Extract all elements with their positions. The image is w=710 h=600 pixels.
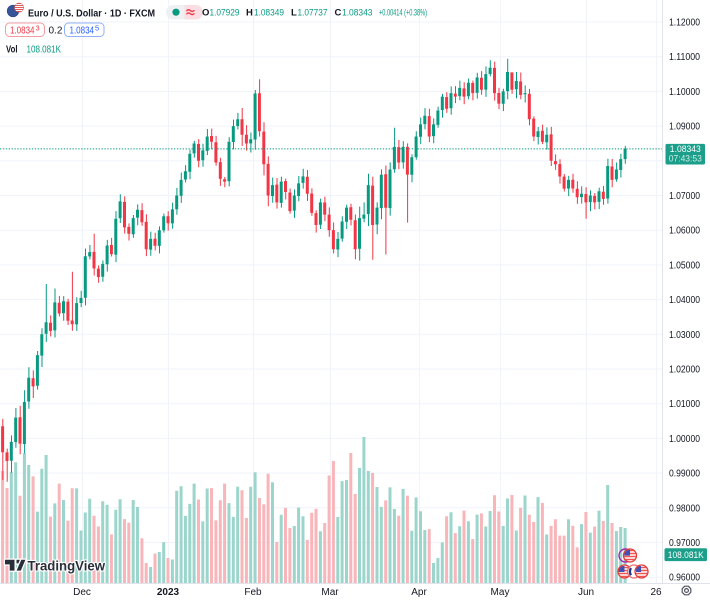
svg-text:Vol: Vol xyxy=(6,44,18,55)
svg-text:3: 3 xyxy=(36,23,40,32)
svg-text:1.0834: 1.0834 xyxy=(10,25,35,36)
svg-text:07:43:53: 07:43:53 xyxy=(669,154,702,164)
svg-text:108.081K: 108.081K xyxy=(27,44,62,55)
svg-text:1.00000: 1.00000 xyxy=(669,434,700,445)
svg-text:0.98000: 0.98000 xyxy=(669,503,700,514)
svg-text:0.99000: 0.99000 xyxy=(669,469,700,480)
svg-text:2023: 2023 xyxy=(157,587,180,598)
svg-text:C: C xyxy=(335,7,342,18)
svg-text:0.2: 0.2 xyxy=(49,25,63,36)
svg-text:May: May xyxy=(491,587,510,598)
svg-text:O: O xyxy=(202,7,209,18)
svg-text:0.97000: 0.97000 xyxy=(669,538,700,549)
svg-text:Euro / U.S. Dollar · 1D · FXCM: Euro / U.S. Dollar · 1D · FXCM xyxy=(28,7,155,19)
svg-text:1.08343: 1.08343 xyxy=(342,7,373,18)
svg-text:108.081K: 108.081K xyxy=(668,550,704,560)
svg-text:+0.00414 (+0.38%): +0.00414 (+0.38%) xyxy=(379,7,427,18)
svg-text:Mar: Mar xyxy=(321,587,339,598)
svg-text:1.09000: 1.09000 xyxy=(669,122,700,133)
svg-text:1.04000: 1.04000 xyxy=(669,295,700,306)
svg-text:1.02000: 1.02000 xyxy=(669,365,700,376)
svg-text:Feb: Feb xyxy=(244,587,262,598)
svg-text:1.06000: 1.06000 xyxy=(669,226,700,237)
svg-text:1.07737: 1.07737 xyxy=(298,7,328,18)
svg-text:L: L xyxy=(291,7,297,18)
svg-text:1.10000: 1.10000 xyxy=(669,87,700,98)
svg-text:1.11000: 1.11000 xyxy=(669,52,700,63)
svg-text:1.12000: 1.12000 xyxy=(669,18,700,29)
svg-text:1.08343: 1.08343 xyxy=(670,144,701,154)
svg-text:1.05000: 1.05000 xyxy=(669,260,700,271)
svg-text:1.07929: 1.07929 xyxy=(210,7,240,18)
svg-text:1.01000: 1.01000 xyxy=(669,399,700,410)
svg-text:1.08349: 1.08349 xyxy=(254,7,284,18)
svg-text:1.07000: 1.07000 xyxy=(669,191,700,202)
svg-text:1.03000: 1.03000 xyxy=(669,330,700,341)
svg-text:26: 26 xyxy=(650,587,662,598)
svg-text:Dec: Dec xyxy=(73,587,91,598)
svg-text:Apr: Apr xyxy=(411,587,427,598)
svg-text:5: 5 xyxy=(95,23,99,32)
svg-text:TradingView: TradingView xyxy=(28,558,106,573)
svg-text:Jun: Jun xyxy=(578,587,594,598)
svg-text:H: H xyxy=(246,7,253,18)
svg-text:1.0834: 1.0834 xyxy=(70,25,95,36)
svg-text:0.96000: 0.96000 xyxy=(669,573,700,584)
